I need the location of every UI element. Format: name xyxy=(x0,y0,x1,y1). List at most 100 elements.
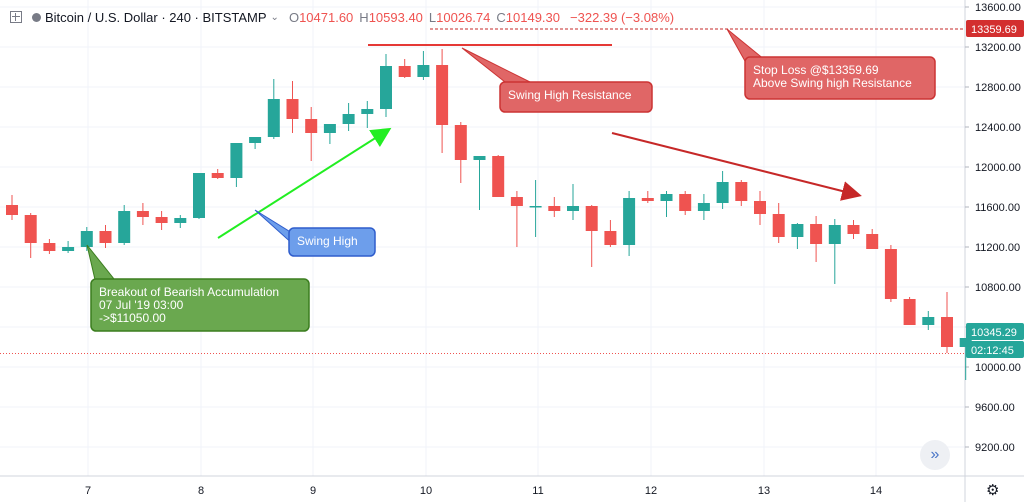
y-tick-label: 11600.00 xyxy=(975,202,1020,214)
candle-down xyxy=(211,173,224,178)
candle-down xyxy=(155,217,168,223)
candle-up xyxy=(267,99,280,137)
candle-up xyxy=(417,65,430,77)
candle-down xyxy=(436,65,449,125)
candle-up xyxy=(118,211,131,243)
x-tick-label: 12 xyxy=(645,485,657,497)
ohlc-close-label: C xyxy=(496,9,506,25)
breakout-callout-text: Breakout of Bearish Accumulation 07 Jul '… xyxy=(99,285,279,325)
candle-down xyxy=(6,205,18,215)
candle-up xyxy=(174,218,187,223)
ohlc-high-label: H xyxy=(359,9,369,25)
ohlc-low-label: L xyxy=(428,9,437,25)
candle-up xyxy=(922,317,935,325)
ohlc-open-label: O xyxy=(288,9,300,25)
ohlc-change: −322.39 (−3.08%) xyxy=(570,9,675,25)
candle-down xyxy=(679,194,692,211)
stop-loss-price-tag-bg xyxy=(966,20,1024,37)
swing-high-callout-box xyxy=(288,227,376,257)
candle-down xyxy=(24,215,37,243)
downtrend-arrow xyxy=(611,132,862,201)
countdown-tag: 02:12:45 xyxy=(971,345,1014,357)
candle-up xyxy=(716,182,729,203)
swing-high-resistance-callout-text: Swing High Resistance xyxy=(508,88,632,102)
candle-up xyxy=(80,231,93,247)
candle-down xyxy=(754,201,766,214)
candle-down xyxy=(941,317,953,347)
candle-down xyxy=(735,182,748,201)
last-price-tag: 10345.29 xyxy=(971,327,1017,339)
candle-up xyxy=(361,109,374,114)
candle-down xyxy=(866,234,879,249)
breakout-callout: Breakout of Bearish Accumulation 07 Jul '… xyxy=(86,244,310,332)
y-tick-label: 12800.00 xyxy=(975,82,1021,94)
stop-loss-callout-box xyxy=(744,56,936,100)
symbol-dot-icon xyxy=(32,12,41,22)
candle-down xyxy=(305,119,318,133)
candle-down xyxy=(99,231,112,243)
candle-up xyxy=(791,224,804,237)
candle-down xyxy=(492,156,505,197)
x-tick-label: 9 xyxy=(310,485,316,497)
x-tick-label: 10 xyxy=(420,485,432,497)
candle-down xyxy=(884,249,897,299)
candle-down xyxy=(548,206,561,211)
gear-icon[interactable]: ⚙ xyxy=(986,482,1000,499)
candle-up xyxy=(230,143,243,178)
scroll-to-realtime-button[interactable]: » xyxy=(920,440,950,470)
y-tick-label: 10800.00 xyxy=(975,282,1021,294)
candle-down xyxy=(398,66,411,77)
candle-down xyxy=(641,198,654,201)
candle-down xyxy=(903,299,916,325)
candle-down xyxy=(136,211,149,217)
candle-up xyxy=(473,156,486,160)
stop-loss-callout: Stop Loss @$13359.69 Above Swing high Res… xyxy=(726,28,936,100)
candle-up xyxy=(342,114,355,124)
candle-up xyxy=(697,203,710,211)
candle-down xyxy=(510,197,523,206)
candle-down xyxy=(43,243,56,251)
candle-up xyxy=(623,198,636,245)
swing-high-callout-text: Swing High xyxy=(297,234,358,248)
candle-up xyxy=(193,173,205,218)
chart-header: Bitcoin / U.S. Dollar · 240 · BITSTAMP ⌄… xyxy=(0,7,674,27)
y-tick-label: 13600.00 xyxy=(975,2,1021,14)
symbol-title[interactable]: Bitcoin / U.S. Dollar · 240 · BITSTAMP xyxy=(45,9,267,25)
ohlc-low: 10026.74 xyxy=(436,9,491,25)
y-tick-label: 9600.00 xyxy=(975,402,1015,414)
candle-down xyxy=(810,224,823,244)
ohlc-high: 10593.40 xyxy=(368,9,423,25)
breakout-callout-box xyxy=(90,278,310,332)
candle-up xyxy=(323,124,336,133)
y-tick-label: 13200.00 xyxy=(975,42,1021,54)
candle-down xyxy=(772,214,785,237)
candle-down xyxy=(454,125,467,160)
swing-high-resistance-callout: Swing High Resistance xyxy=(461,47,653,113)
x-tick-label: 11 xyxy=(532,485,543,497)
candle-down xyxy=(286,99,299,119)
candle-up xyxy=(380,66,392,109)
ohlc-open: 10471.60 xyxy=(299,9,354,25)
candle-up xyxy=(660,194,673,201)
swing-high-callout: Swing High xyxy=(254,209,376,257)
y-tick-label: 12400.00 xyxy=(975,122,1021,134)
x-tick-label: 8 xyxy=(198,485,204,497)
stop-loss-price-tag: 13359.69 xyxy=(971,24,1017,36)
candle-down xyxy=(847,225,860,234)
y-tick-label: 12000.00 xyxy=(975,162,1021,174)
chevron-down-icon[interactable]: ⌄ xyxy=(270,11,279,23)
y-tick-label: 10000.00 xyxy=(975,362,1021,374)
candle-down xyxy=(585,206,598,231)
x-tick-label: 13 xyxy=(758,485,770,497)
x-tick-label: 7 xyxy=(85,485,91,497)
candle-up xyxy=(62,247,75,251)
y-tick-label: 9200.00 xyxy=(975,442,1015,454)
ohlc-close: 10149.30 xyxy=(505,9,561,25)
expand-icon[interactable] xyxy=(10,11,22,23)
candle-up xyxy=(567,206,579,211)
x-tick-label: 14 xyxy=(870,485,882,497)
y-tick-label: 11200.00 xyxy=(975,242,1020,254)
last-price-tag-bg xyxy=(966,323,1024,340)
candle-down xyxy=(604,231,617,245)
